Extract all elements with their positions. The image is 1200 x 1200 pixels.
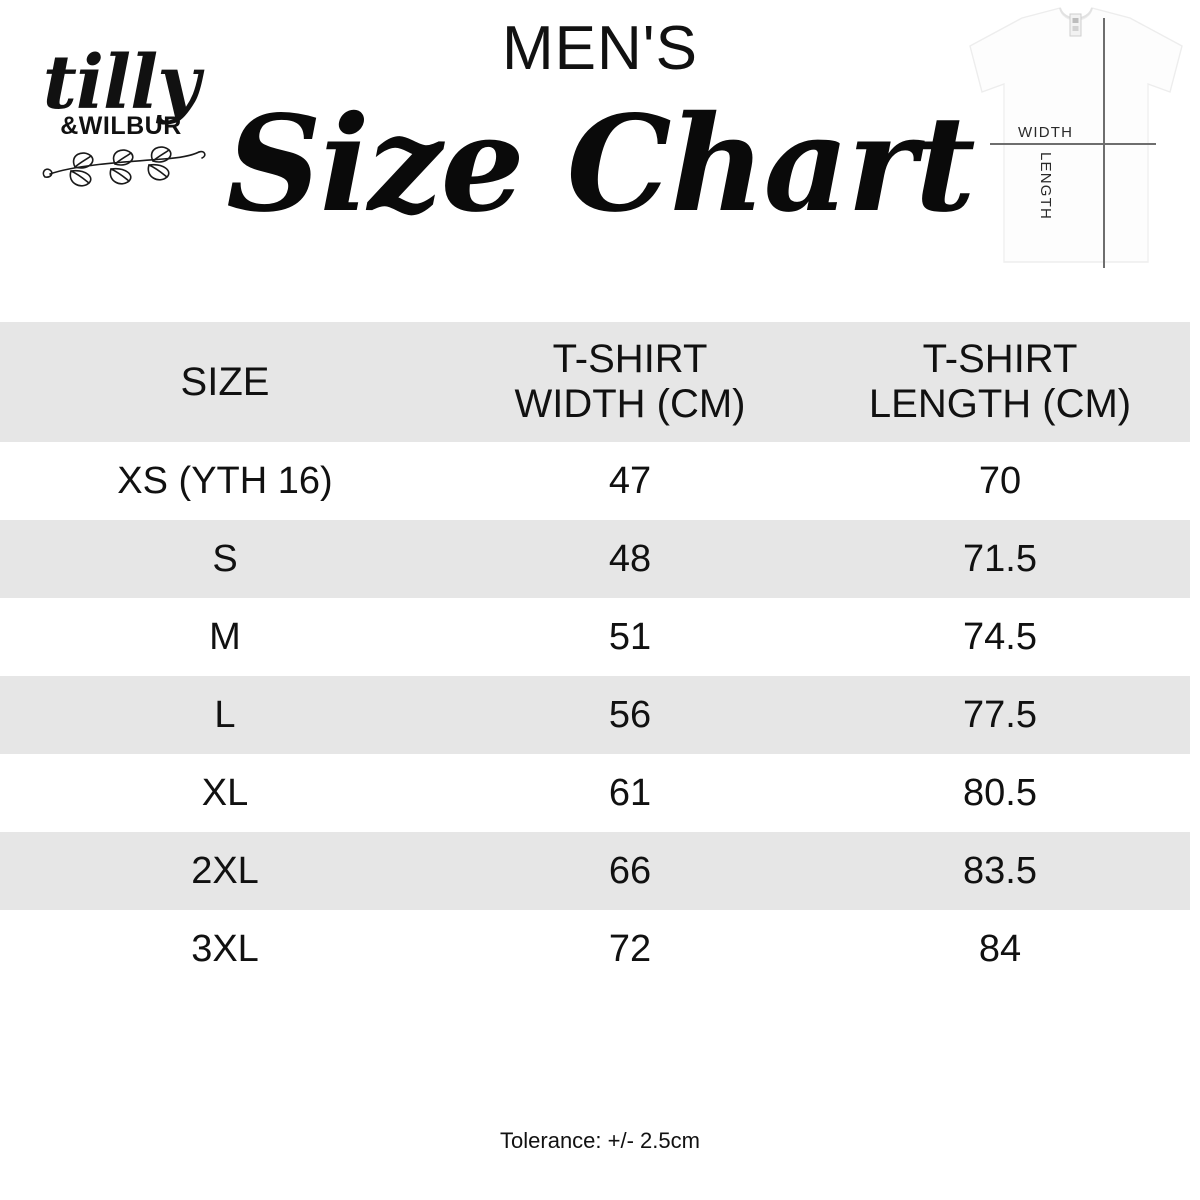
column-header-length: T-SHIRT LENGTH (CM) [810, 337, 1190, 427]
table-row: XS (YTH 16) 47 70 [0, 442, 1190, 520]
cell-width: 51 [608, 615, 652, 658]
table-row: M 51 74.5 [0, 598, 1190, 676]
cell-length: 83.5 [963, 849, 1037, 892]
cell-length: 70 [978, 459, 1022, 502]
cell-length: 71.5 [963, 537, 1037, 580]
cell-size: M [209, 615, 241, 658]
table-row: L 56 77.5 [0, 676, 1190, 754]
tolerance-note: Tolerance: +/- 2.5cm [500, 1128, 700, 1153]
table-row: XL 61 80.5 [0, 754, 1190, 832]
table-row: 2XL 66 83.5 [0, 832, 1190, 910]
column-header-length-line1: T-SHIRT [922, 337, 1078, 382]
cell-length: 74.5 [963, 615, 1037, 658]
column-header-width: T-SHIRT WIDTH (CM) [450, 337, 810, 427]
cell-size: S [212, 537, 238, 580]
page-kicker: MEN'S [502, 14, 698, 83]
page-title: Size Chart [226, 87, 975, 242]
column-header-width-line2: WIDTH (CM) [514, 382, 746, 426]
tshirt-icon [969, 7, 1183, 268]
size-table: SIZE T-SHIRT WIDTH (CM) T-SHIRT LENGTH (… [0, 322, 1200, 988]
column-header-size-text: SIZE [180, 359, 270, 404]
brand-logo: tilly &WILBUR [26, 40, 216, 238]
cell-size: XL [201, 771, 249, 814]
cell-size: L [214, 693, 236, 736]
column-header-width-line1: T-SHIRT [552, 337, 708, 382]
column-header-length-line2: LENGTH (CM) [868, 382, 1132, 426]
cell-width: 47 [608, 459, 652, 502]
tshirt-diagram: WIDTH LENGTH [952, 0, 1200, 292]
cell-size: 3XL [191, 927, 259, 970]
table-header-row: SIZE T-SHIRT WIDTH (CM) T-SHIRT LENGTH (… [0, 322, 1190, 442]
cell-width: 48 [608, 537, 652, 580]
cell-width: 66 [608, 849, 652, 892]
width-label: WIDTH [1018, 124, 1074, 141]
brand-name-script: tilly [42, 40, 201, 126]
length-label: LENGTH [1037, 152, 1054, 221]
cell-size: 2XL [191, 849, 259, 892]
cell-length: 84 [978, 927, 1022, 970]
cell-size: XS (YTH 16) [117, 459, 333, 502]
leaf-branch-icon [42, 146, 206, 187]
table-row: 3XL 72 84 [0, 910, 1190, 988]
cell-width: 56 [608, 693, 652, 736]
cell-width: 61 [608, 771, 652, 814]
table-row: S 48 71.5 [0, 520, 1190, 598]
brand-name-sub: &WILBUR [60, 112, 182, 141]
page-header: tilly &WILBUR [0, 0, 1200, 320]
cell-length: 80.5 [963, 771, 1037, 814]
column-header-size: SIZE [0, 360, 450, 405]
cell-length: 77.5 [963, 693, 1037, 736]
cell-width: 72 [608, 927, 652, 970]
title-block: MEN'S Size Chart [220, 18, 980, 237]
